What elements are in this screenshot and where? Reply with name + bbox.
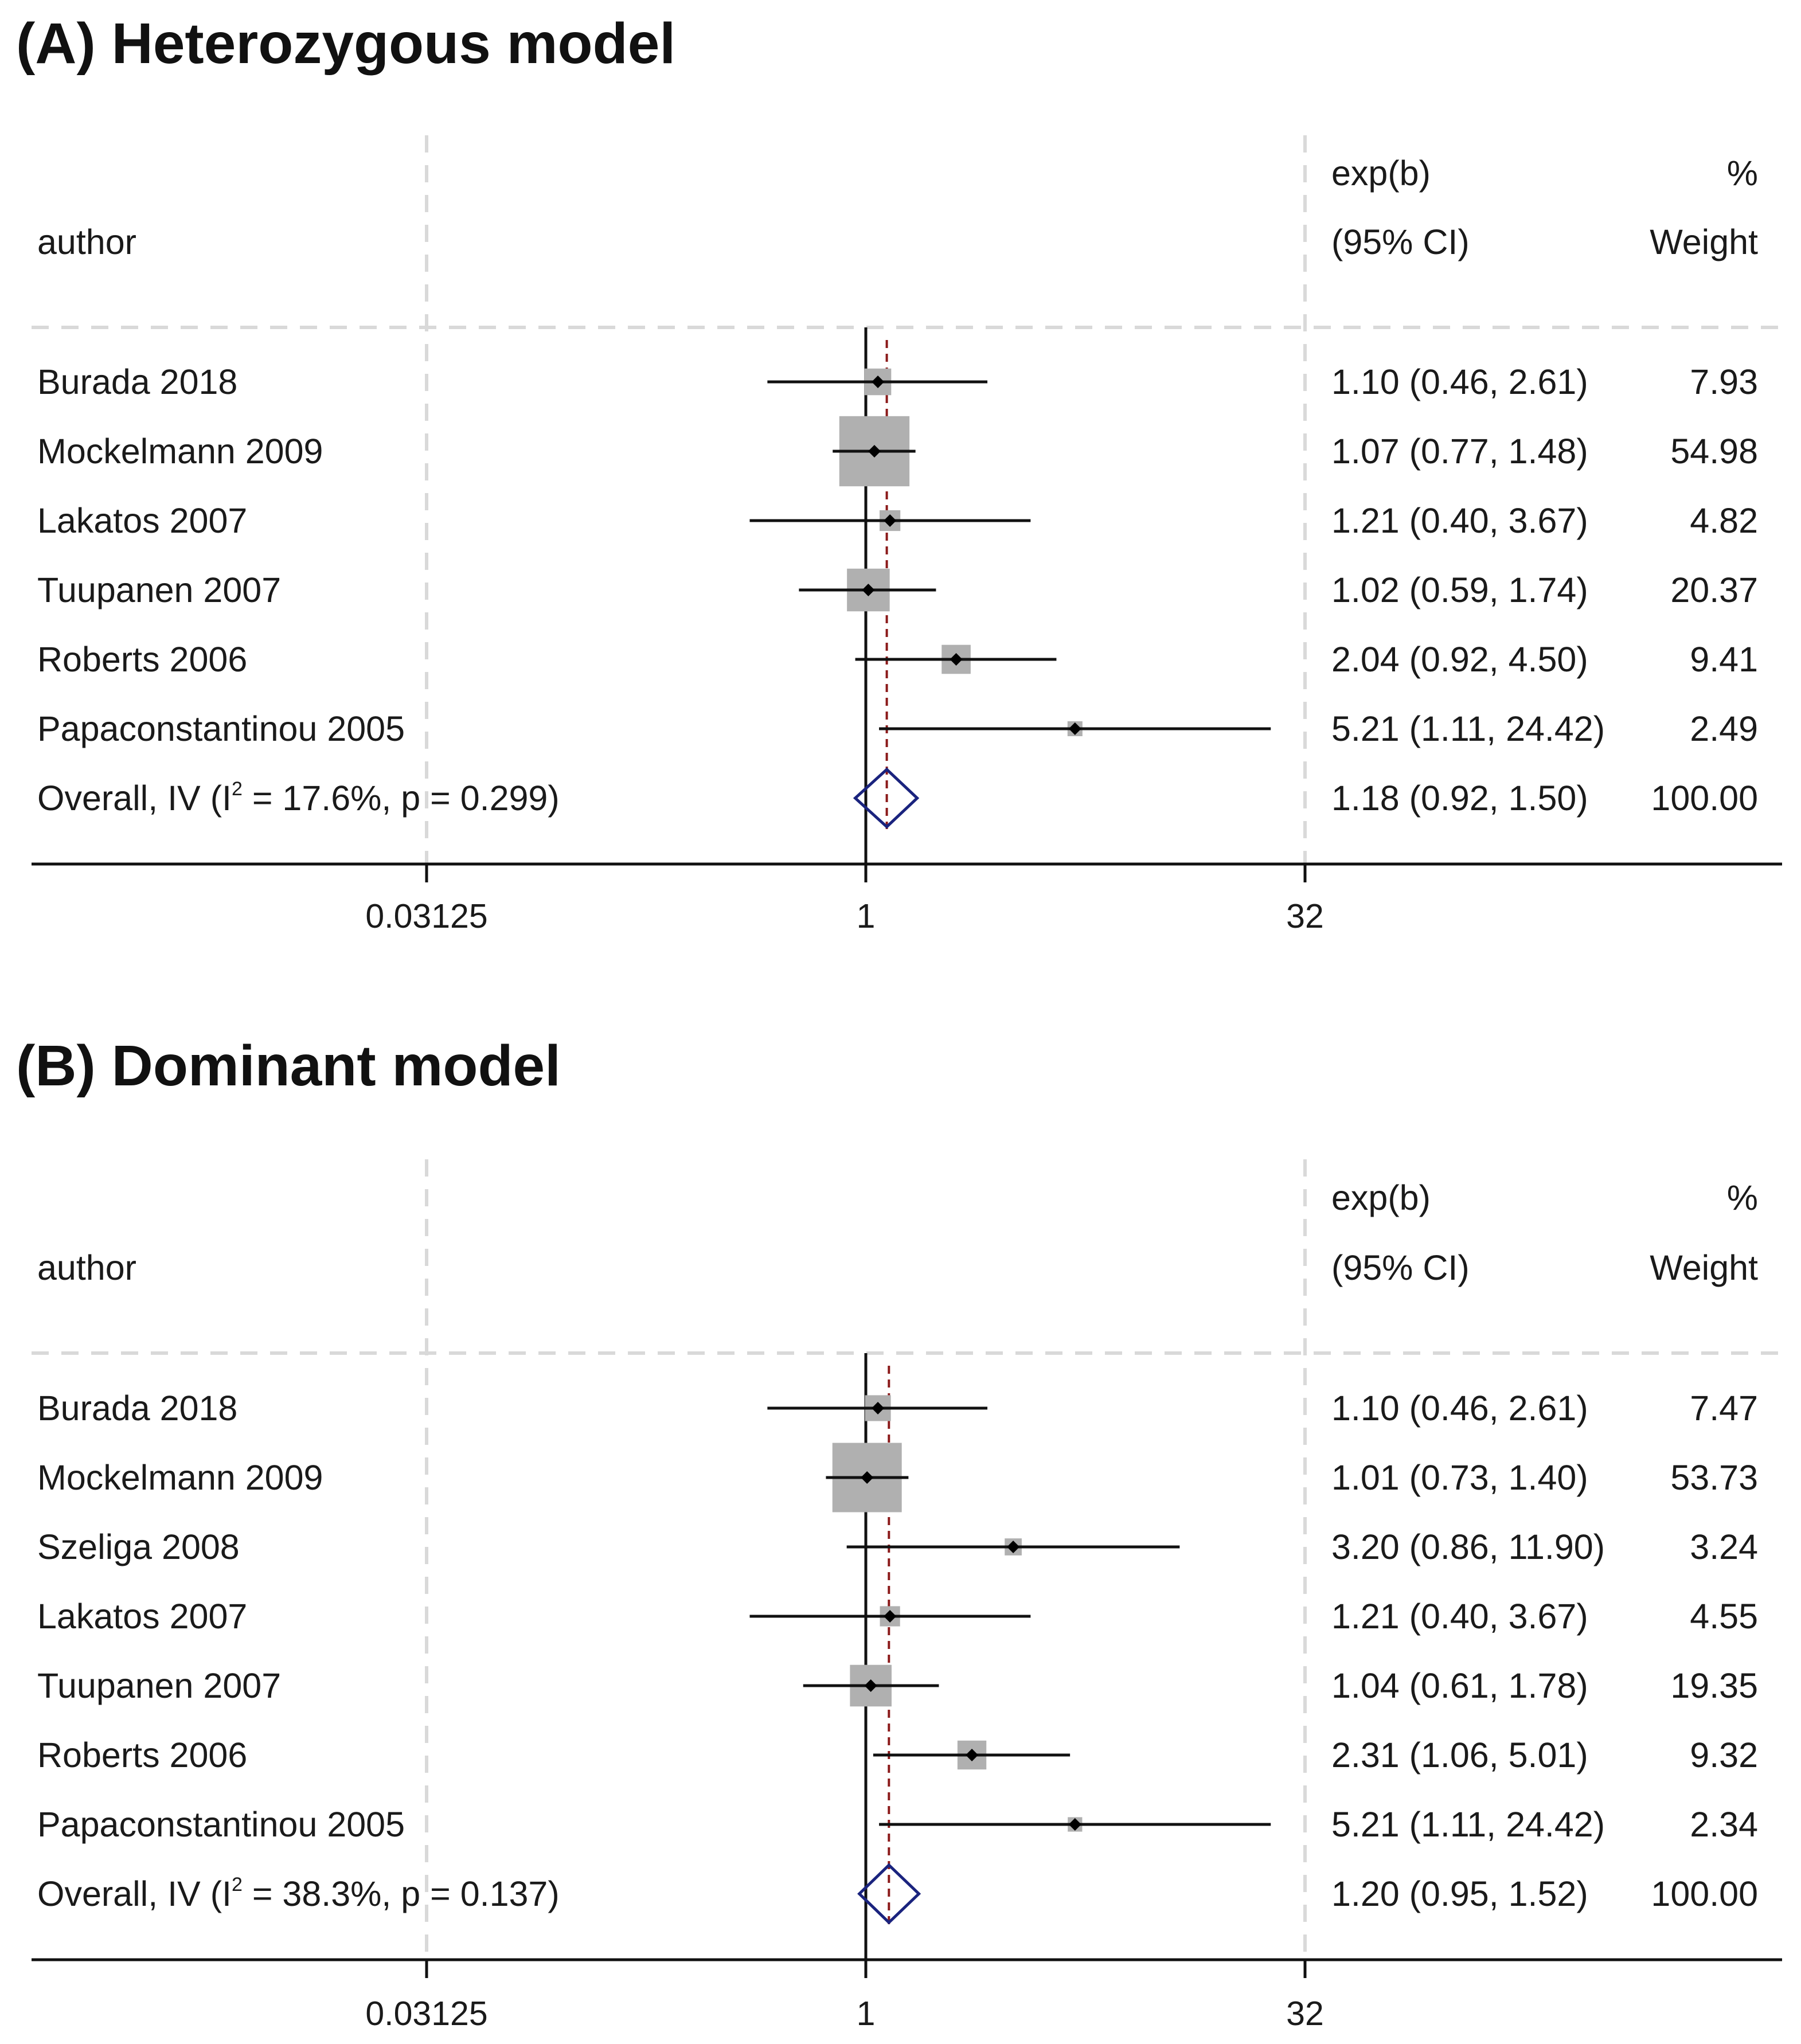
header-weight: Weight [1650,1248,1758,1287]
overall-label-prefix: Overall, IV (I [37,779,232,818]
study-ci-text: 1.01 (0.73, 1.40) [1331,1458,1588,1497]
header-ci: (95% CI) [1331,222,1470,261]
study-ci-text: 2.04 (0.92, 4.50) [1331,640,1588,679]
study-point-estimate [950,653,963,666]
study-ci-text: 1.02 (0.59, 1.74) [1331,570,1588,609]
study-label: Burada 2018 [37,362,237,401]
x-axis-tick-label: 32 [1286,1995,1324,2033]
study-label: Mockelmann 2009 [37,1458,323,1497]
overall-label-suffix: = 17.6%, p = 0.299) [243,779,560,818]
overall-label: Overall, IV (I2 = 38.3%, p = 0.137) [37,1874,560,1913]
panel-heterozygous: (A) Heterozygous model author exp(b) (95% C… [16,11,1782,935]
study-weight-text: 9.32 [1690,1736,1758,1775]
x-axis-tick-label: 0.03125 [365,897,487,935]
study-ci-text: 1.07 (0.77, 1.48) [1331,432,1588,471]
study-point-estimate [884,514,897,527]
header-author: author [37,1248,136,1287]
study-label: Lakatos 2007 [37,1597,247,1636]
study-label: Tuupanen 2007 [37,570,281,609]
overall-ci-text: 1.18 (0.92, 1.50) [1331,779,1588,818]
header-author: author [37,222,136,261]
header-percent: % [1727,1178,1758,1217]
study-label: Mockelmann 2009 [37,432,323,471]
header-weight: Weight [1650,222,1758,261]
study-weight-text: 20.37 [1670,570,1758,609]
study-ci-text: 5.21 (1.11, 24.42) [1331,1805,1605,1844]
x-axis-tick-label: 1 [857,1995,876,2033]
panel-title: (B) Dominant model [16,1034,561,1098]
study-ci-text: 1.10 (0.46, 2.61) [1331,362,1588,401]
study-ci-text: 2.31 (1.06, 5.01) [1331,1736,1588,1775]
study-label: Papaconstantinou 2005 [37,709,405,748]
study-weight-text: 54.98 [1670,432,1758,471]
x-axis-tick-label: 1 [857,897,876,935]
overall-label-prefix: Overall, IV (I [37,1874,232,1913]
study-ci-text: 1.21 (0.40, 3.67) [1331,1597,1588,1636]
study-ci-text: 1.10 (0.46, 2.61) [1331,1389,1588,1428]
header-exp-b: exp(b) [1331,154,1431,193]
panel-dominant: (B) Dominant model author exp(b) (95% CI)% W… [16,1034,1782,2033]
study-point-estimate [966,1749,979,1761]
overall-label-superscript: 2 [232,1874,243,1896]
study-point-estimate [868,445,881,458]
study-ci-text: 1.04 (0.61, 1.78) [1331,1666,1588,1705]
x-axis-tick-label: 0.03125 [365,1995,487,2033]
study-point-estimate [872,1402,885,1414]
study-point-estimate [1007,1541,1020,1553]
overall-diamond [853,767,920,829]
study-point-estimate [872,376,885,388]
study-weight-text: 9.41 [1690,640,1758,679]
study-ci-text: 5.21 (1.11, 24.42) [1331,709,1605,748]
study-point-estimate [862,584,875,596]
study-weight-text: 2.34 [1690,1805,1758,1844]
overall-label-suffix: = 38.3%, p = 0.137) [243,1874,560,1913]
overall-diamond [857,1863,921,1925]
study-weight-text: 19.35 [1670,1666,1758,1705]
study-label: Tuupanen 2007 [37,1666,281,1705]
study-label: Roberts 2006 [37,640,247,679]
study-label: Papaconstantinou 2005 [37,1805,405,1844]
overall-weight-text: 100.00 [1651,779,1758,818]
study-label: Roberts 2006 [37,1736,247,1775]
study-point-estimate [884,1610,897,1623]
header-exp-b: exp(b) [1331,1178,1431,1217]
study-weight-text: 4.55 [1690,1597,1758,1636]
study-weight-text: 3.24 [1690,1527,1758,1566]
x-axis-tick-label: 32 [1286,897,1324,935]
study-label: Szeliga 2008 [37,1527,240,1566]
overall-label: Overall, IV (I2 = 17.6%, p = 0.299) [37,778,560,818]
header-percent: % [1727,154,1758,193]
overall-weight-text: 100.00 [1651,1874,1758,1913]
study-point-estimate [1068,722,1081,735]
overall-label-superscript: 2 [232,778,243,800]
study-label: Burada 2018 [37,1389,237,1428]
study-label: Lakatos 2007 [37,501,247,540]
study-weight-text: 7.93 [1690,362,1758,401]
study-weight-text: 2.49 [1690,709,1758,748]
panel-title: (A) Heterozygous model [16,11,675,76]
overall-ci-text: 1.20 (0.95, 1.52) [1331,1874,1588,1913]
study-weight-text: 4.82 [1690,501,1758,540]
study-point-estimate [1068,1818,1081,1831]
study-ci-text: 3.20 (0.86, 11.90) [1331,1527,1605,1566]
study-point-estimate [864,1679,877,1692]
study-weight-text: 7.47 [1690,1389,1758,1428]
study-point-estimate [861,1471,874,1484]
header-ci: (95% CI) [1331,1248,1470,1287]
study-ci-text: 1.21 (0.40, 3.67) [1331,501,1588,540]
study-weight-text: 53.73 [1670,1458,1758,1497]
